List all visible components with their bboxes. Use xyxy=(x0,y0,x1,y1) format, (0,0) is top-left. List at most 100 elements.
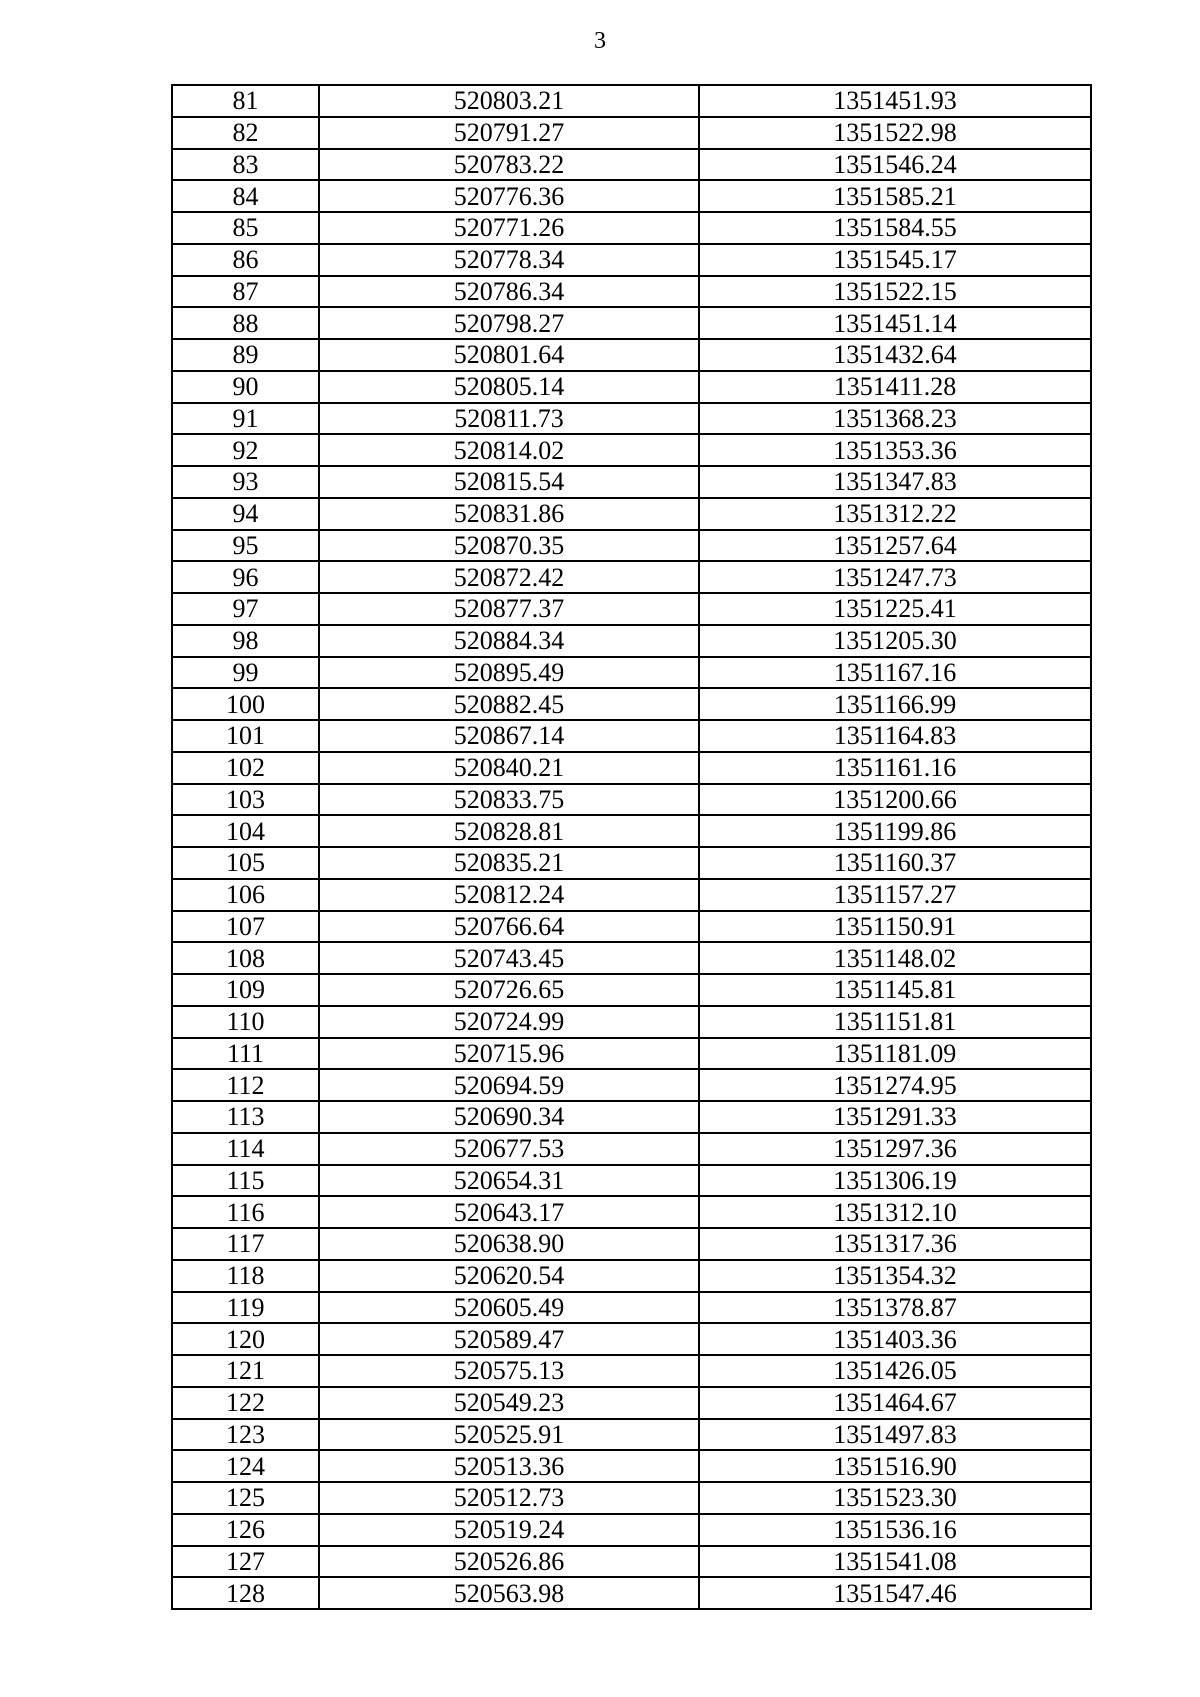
table-row: 89 520801.64 1351432.64 xyxy=(171,338,1092,372)
table-row: 86 520778.34 1351545.17 xyxy=(171,242,1092,277)
table-row: 103 520833.75 1351200.66 xyxy=(171,782,1092,817)
y-coordinate-cell: 1351181.09 xyxy=(698,1036,1092,1071)
x-coordinate-cell: 520690.34 xyxy=(318,1100,700,1134)
table-row: 85 520771.26 1351584.55 xyxy=(171,211,1092,245)
y-coordinate-cell: 1351411.28 xyxy=(698,369,1092,404)
point-number-cell: 118 xyxy=(171,1258,320,1293)
point-number-cell: 117 xyxy=(171,1227,320,1261)
table-row: 123 520525.91 1351497.83 xyxy=(171,1417,1092,1452)
table-row: 120 520589.47 1351403.36 xyxy=(171,1322,1092,1356)
point-number-cell: 120 xyxy=(171,1322,320,1356)
table-row: 105 520835.21 1351160.37 xyxy=(171,846,1092,880)
y-coordinate-cell: 1351545.17 xyxy=(698,242,1092,277)
table-row: 126 520519.24 1351536.16 xyxy=(171,1512,1092,1547)
y-coordinate-cell: 1351161.16 xyxy=(698,750,1092,785)
y-coordinate-cell: 1351536.16 xyxy=(698,1512,1092,1547)
point-number-cell: 103 xyxy=(171,782,320,817)
table-row: 118 520620.54 1351354.32 xyxy=(171,1258,1092,1293)
x-coordinate-cell: 520715.96 xyxy=(318,1036,700,1071)
x-coordinate-cell: 520526.86 xyxy=(318,1544,700,1579)
table-row: 102 520840.21 1351161.16 xyxy=(171,750,1092,785)
table-row: 128 520563.98 1351547.46 xyxy=(171,1576,1092,1610)
x-coordinate-cell: 520743.45 xyxy=(318,941,700,975)
point-number-cell: 115 xyxy=(171,1163,320,1198)
y-coordinate-cell: 1351451.14 xyxy=(698,306,1092,340)
x-coordinate-cell: 520828.81 xyxy=(318,814,700,848)
x-coordinate-cell: 520798.27 xyxy=(318,306,700,340)
y-coordinate-cell: 1351274.95 xyxy=(698,1068,1092,1102)
x-coordinate-cell: 520833.75 xyxy=(318,782,700,817)
point-number-cell: 83 xyxy=(171,147,320,182)
y-coordinate-cell: 1351150.91 xyxy=(698,909,1092,944)
point-number-cell: 122 xyxy=(171,1385,320,1420)
point-number-cell: 114 xyxy=(171,1131,320,1166)
point-number-cell: 126 xyxy=(171,1512,320,1547)
x-coordinate-cell: 520778.34 xyxy=(318,242,700,277)
point-number-cell: 86 xyxy=(171,242,320,277)
table-row: 108 520743.45 1351148.02 xyxy=(171,941,1092,975)
point-number-cell: 91 xyxy=(171,401,320,436)
point-number-cell: 90 xyxy=(171,369,320,404)
table-row: 106 520812.24 1351157.27 xyxy=(171,877,1092,912)
table-row: 98 520884.34 1351205.30 xyxy=(171,623,1092,658)
x-coordinate-cell: 520726.65 xyxy=(318,973,700,1007)
point-number-cell: 94 xyxy=(171,496,320,531)
y-coordinate-cell: 1351584.55 xyxy=(698,211,1092,245)
y-coordinate-cell: 1351200.66 xyxy=(698,782,1092,817)
x-coordinate-cell: 520512.73 xyxy=(318,1481,700,1515)
x-coordinate-cell: 520884.34 xyxy=(318,623,700,658)
table-row: 87 520786.34 1351522.15 xyxy=(171,274,1092,309)
y-coordinate-cell: 1351148.02 xyxy=(698,941,1092,975)
point-number-cell: 82 xyxy=(171,115,320,150)
point-number-cell: 89 xyxy=(171,338,320,372)
point-number-cell: 108 xyxy=(171,941,320,975)
y-coordinate-cell: 1351247.73 xyxy=(698,560,1092,594)
table-row: 109 520726.65 1351145.81 xyxy=(171,973,1092,1007)
table-row: 111 520715.96 1351181.09 xyxy=(171,1036,1092,1071)
x-coordinate-cell: 520840.21 xyxy=(318,750,700,785)
table-row: 114 520677.53 1351297.36 xyxy=(171,1131,1092,1166)
point-number-cell: 111 xyxy=(171,1036,320,1071)
table-row: 125 520512.73 1351523.30 xyxy=(171,1481,1092,1515)
point-number-cell: 121 xyxy=(171,1354,320,1388)
y-coordinate-cell: 1351347.83 xyxy=(698,465,1092,499)
x-coordinate-cell: 520724.99 xyxy=(318,1004,700,1039)
y-coordinate-cell: 1351312.10 xyxy=(698,1195,1092,1229)
table-row: 104 520828.81 1351199.86 xyxy=(171,814,1092,848)
x-coordinate-cell: 520513.36 xyxy=(318,1449,700,1483)
y-coordinate-cell: 1351546.24 xyxy=(698,147,1092,182)
y-coordinate-cell: 1351317.36 xyxy=(698,1227,1092,1261)
x-coordinate-cell: 520895.49 xyxy=(318,655,700,690)
table-row: 119 520605.49 1351378.87 xyxy=(171,1290,1092,1325)
table-row: 95 520870.35 1351257.64 xyxy=(171,528,1092,563)
y-coordinate-cell: 1351426.05 xyxy=(698,1354,1092,1388)
y-coordinate-cell: 1351151.81 xyxy=(698,1004,1092,1039)
point-number-cell: 106 xyxy=(171,877,320,912)
point-number-cell: 113 xyxy=(171,1100,320,1134)
x-coordinate-cell: 520677.53 xyxy=(318,1131,700,1166)
point-number-cell: 100 xyxy=(171,687,320,721)
table-row: 88 520798.27 1351451.14 xyxy=(171,306,1092,340)
x-coordinate-cell: 520867.14 xyxy=(318,719,700,753)
table-row: 81 520803.21 1351451.93 xyxy=(171,84,1092,118)
table-row: 113 520690.34 1351291.33 xyxy=(171,1100,1092,1134)
x-coordinate-cell: 520549.23 xyxy=(318,1385,700,1420)
point-number-cell: 112 xyxy=(171,1068,320,1102)
table-row: 90 520805.14 1351411.28 xyxy=(171,369,1092,404)
x-coordinate-cell: 520519.24 xyxy=(318,1512,700,1547)
x-coordinate-cell: 520783.22 xyxy=(318,147,700,182)
point-number-cell: 109 xyxy=(171,973,320,1007)
y-coordinate-cell: 1351205.30 xyxy=(698,623,1092,658)
y-coordinate-cell: 1351497.83 xyxy=(698,1417,1092,1452)
x-coordinate-cell: 520638.90 xyxy=(318,1227,700,1261)
x-coordinate-cell: 520766.64 xyxy=(318,909,700,944)
point-number-cell: 87 xyxy=(171,274,320,309)
x-coordinate-cell: 520575.13 xyxy=(318,1354,700,1388)
x-coordinate-cell: 520801.64 xyxy=(318,338,700,372)
table-row: 115 520654.31 1351306.19 xyxy=(171,1163,1092,1198)
table-row: 84 520776.36 1351585.21 xyxy=(171,179,1092,213)
x-coordinate-cell: 520877.37 xyxy=(318,592,700,626)
point-number-cell: 123 xyxy=(171,1417,320,1452)
table-row: 91 520811.73 1351368.23 xyxy=(171,401,1092,436)
table-row: 92 520814.02 1351353.36 xyxy=(171,433,1092,467)
